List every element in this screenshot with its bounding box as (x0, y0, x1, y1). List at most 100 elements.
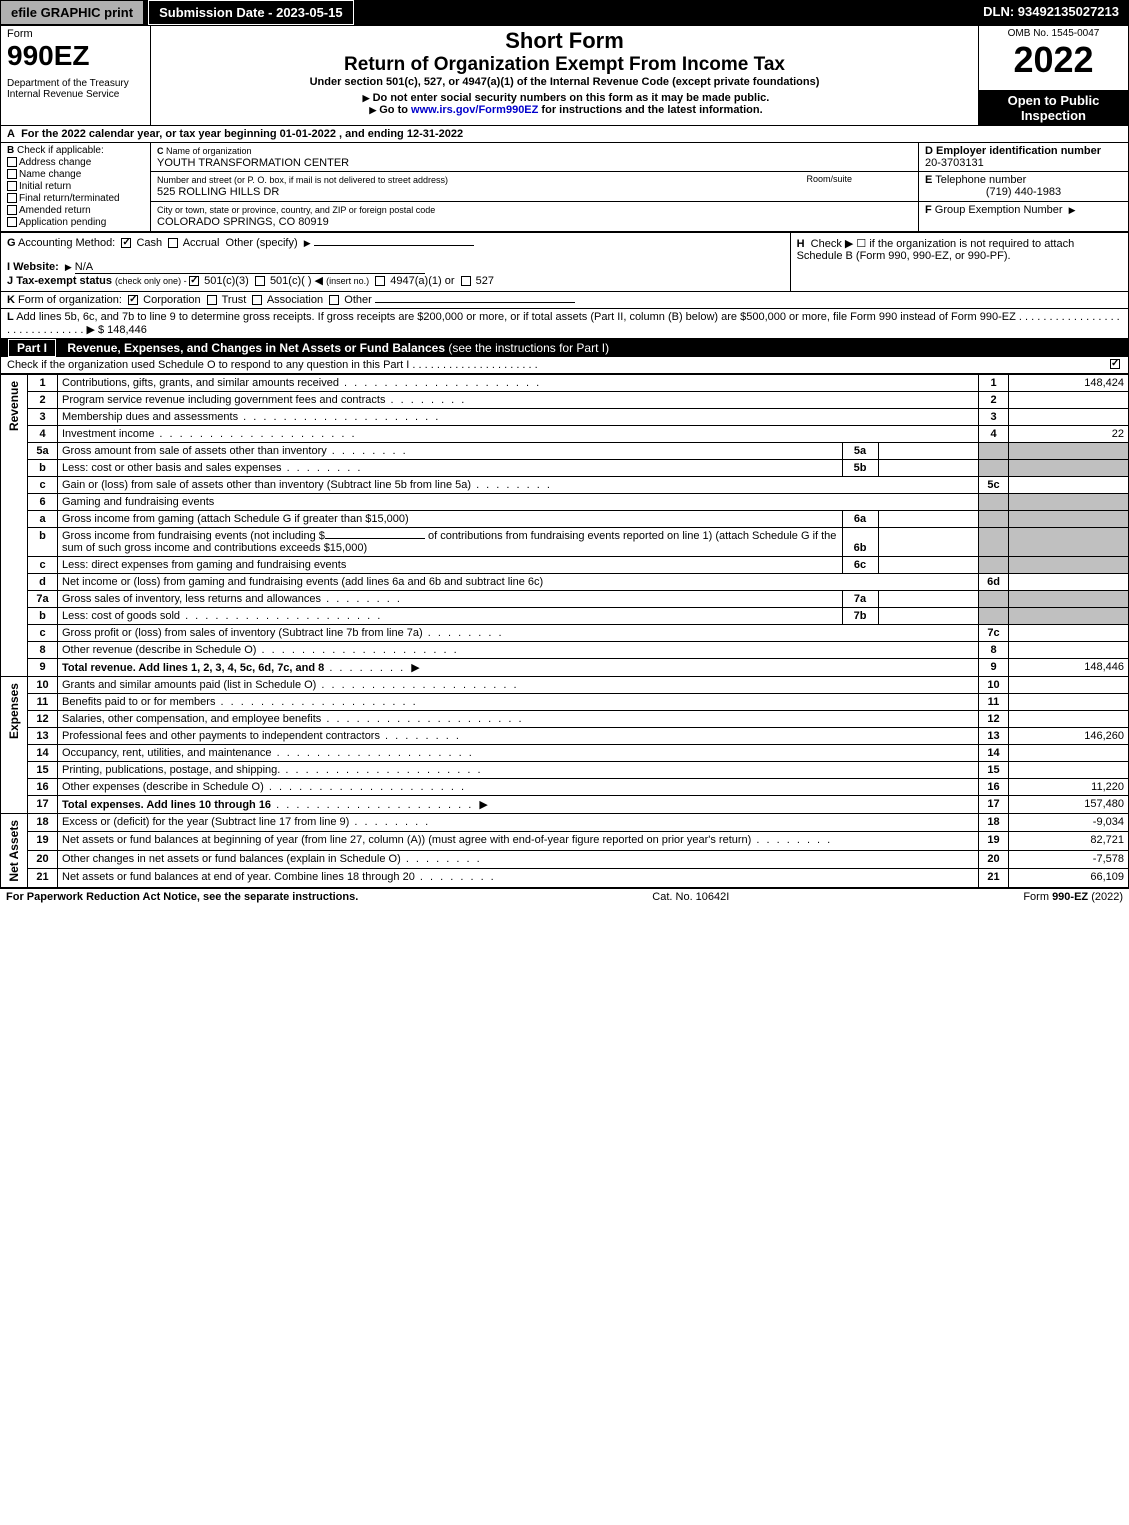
line-13-col: 13 (979, 727, 1009, 744)
irs-link[interactable]: www.irs.gov/Form990EZ (411, 104, 538, 116)
j-501c: 501(c)( ) (270, 275, 312, 287)
checkbox-application-pending[interactable] (7, 217, 17, 227)
checkbox-amended-return[interactable] (7, 205, 17, 215)
line-6-desc: Gaming and fundraising events (58, 493, 979, 510)
goto-note: Go to www.irs.gov/Form990EZ for instruct… (379, 104, 762, 116)
submission-date: Submission Date - 2023-05-15 (148, 0, 354, 25)
k-other: Other (344, 294, 372, 306)
subtitle: Under section 501(c), 527, or 4947(a)(1)… (157, 76, 972, 88)
line-7a-sub: 7a (842, 591, 878, 607)
line-20-col: 20 (979, 850, 1009, 869)
line-10-amt (1009, 676, 1129, 693)
checkbox-initial-return[interactable] (7, 181, 17, 191)
checkbox-4947[interactable] (375, 276, 385, 286)
checkbox-address-change[interactable] (7, 157, 17, 167)
line-16-desc: Other expenses (describe in Schedule O) (62, 781, 264, 793)
b-item-3: Final return/terminated (19, 193, 120, 204)
d-label: Employer identification number (936, 145, 1101, 157)
line-5b-num: b (28, 459, 58, 476)
ssn-note: Do not enter social security numbers on … (373, 92, 770, 104)
line-6-num: 6 (28, 493, 58, 510)
line-16-amt: 11,220 (1009, 778, 1129, 795)
line-3-num: 3 (28, 408, 58, 425)
street-label: Number and street (or P. O. box, if mail… (157, 175, 448, 185)
b-item-5: Application pending (19, 217, 106, 228)
k-corp: Corporation (143, 294, 200, 306)
checkbox-527[interactable] (461, 276, 471, 286)
meta-table: G Accounting Method: Cash Accrual Other … (0, 232, 1129, 292)
g-other: Other (specify) (226, 237, 298, 249)
line-6a-num: a (28, 510, 58, 527)
checkbox-cash[interactable] (121, 238, 131, 248)
expenses-section-label: Expenses (5, 679, 23, 743)
revenue-section-label: Revenue (5, 377, 23, 435)
part1-header: Part I Revenue, Expenses, and Changes in… (0, 339, 1129, 357)
checkbox-name-change[interactable] (7, 169, 17, 179)
b-item-4: Amended return (19, 205, 91, 216)
open-to-public: Open to Public Inspection (979, 90, 1129, 125)
checkbox-schedule-o[interactable] (1110, 359, 1120, 369)
arrow-icon (1066, 204, 1079, 216)
line-19-col: 19 (979, 832, 1009, 851)
line-17-desc: Total expenses. Add lines 10 through 16 (62, 799, 271, 811)
revenue-table: Revenue 1 Contributions, gifts, grants, … (0, 374, 1129, 889)
efile-print-button[interactable]: efile GRAPHIC print (0, 0, 144, 25)
return-title: Return of Organization Exempt From Incom… (157, 54, 972, 76)
line-18-num: 18 (28, 813, 58, 832)
top-bar: efile GRAPHIC print Submission Date - 20… (0, 0, 1129, 25)
line-5b-desc: Less: cost or other basis and sales expe… (62, 462, 282, 474)
line-9-amt: 148,446 (1009, 658, 1129, 676)
line-5c-amt (1009, 476, 1129, 493)
line-7a-desc: Gross sales of inventory, less returns a… (62, 593, 321, 605)
identity-table: B Check if applicable: Address change Na… (0, 142, 1129, 232)
line-6d-col: 6d (979, 573, 1009, 590)
b-label: Check if applicable: (17, 145, 104, 156)
line-6d-desc: Net income or (loss) from gaming and fun… (62, 576, 543, 588)
line-6b-num: b (28, 527, 58, 556)
checkbox-association[interactable] (252, 295, 262, 305)
website-value: N/A (75, 261, 93, 273)
j-501c3: 501(c)(3) (204, 275, 249, 287)
line-15-col: 15 (979, 761, 1009, 778)
k-assoc: Association (267, 294, 323, 306)
line-15-amt (1009, 761, 1129, 778)
checkbox-corporation[interactable] (128, 295, 138, 305)
omb-number: OMB No. 1545-0047 (985, 28, 1122, 39)
footer-left: For Paperwork Reduction Act Notice, see … (6, 891, 358, 903)
footer-mid: Cat. No. 10642I (652, 891, 729, 903)
line-12-amt (1009, 710, 1129, 727)
checkbox-501c[interactable] (255, 276, 265, 286)
line-20-desc: Other changes in net assets or fund bala… (62, 853, 401, 865)
checkbox-final-return[interactable] (7, 193, 17, 203)
line-5c-desc: Gain or (loss) from sale of assets other… (62, 479, 471, 491)
b-item-0: Address change (19, 157, 91, 168)
line-6d-amt (1009, 573, 1129, 590)
line-5c-col: 5c (979, 476, 1009, 493)
line-20-num: 20 (28, 850, 58, 869)
checkbox-accrual[interactable] (168, 238, 178, 248)
line-2-desc: Program service revenue including govern… (62, 394, 385, 406)
line-14-num: 14 (28, 744, 58, 761)
line-6c-num: c (28, 556, 58, 573)
g-label: Accounting Method: (18, 237, 115, 249)
checkbox-501c3[interactable] (189, 276, 199, 286)
line-12-col: 12 (979, 710, 1009, 727)
line-18-amt: -9,034 (1009, 813, 1129, 832)
checkbox-other-org[interactable] (329, 295, 339, 305)
h-text: Check ▶ ☐ if the organization is not req… (797, 238, 1075, 262)
line-21-col: 21 (979, 869, 1009, 888)
checkbox-trust[interactable] (207, 295, 217, 305)
phone-value: (719) 440-1983 (925, 186, 1122, 198)
line-11-amt (1009, 693, 1129, 710)
line-1-desc: Contributions, gifts, grants, and simila… (62, 377, 339, 389)
line-19-amt: 82,721 (1009, 832, 1129, 851)
line-21-desc: Net assets or fund balances at end of ye… (62, 871, 415, 883)
line-11-col: 11 (979, 693, 1009, 710)
line-8-desc: Other revenue (describe in Schedule O) (62, 644, 256, 656)
form-number: 990EZ (7, 40, 144, 72)
b-item-2: Initial return (19, 181, 71, 192)
arrow-icon (360, 92, 373, 104)
line-15-num: 15 (28, 761, 58, 778)
part1-note: (see the instructions for Part I) (448, 341, 609, 355)
line-20-amt: -7,578 (1009, 850, 1129, 869)
